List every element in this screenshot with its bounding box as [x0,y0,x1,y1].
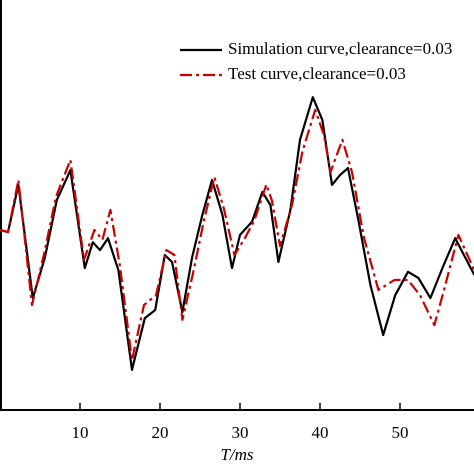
line-series [0,96,474,371]
legend-label: Test curve,clearance=0.03 [228,64,406,83]
x-axis-label: T/ms [220,445,253,464]
x-tick-label: 20 [152,423,169,442]
line-series [0,108,474,362]
x-tick-label: 50 [392,423,409,442]
x-tick-label: 30 [232,423,249,442]
x-tick-label: 40 [312,423,329,442]
legend-label: Simulation curve,clearance=0.03 [228,39,452,58]
x-tick-label: 10 [72,423,89,442]
